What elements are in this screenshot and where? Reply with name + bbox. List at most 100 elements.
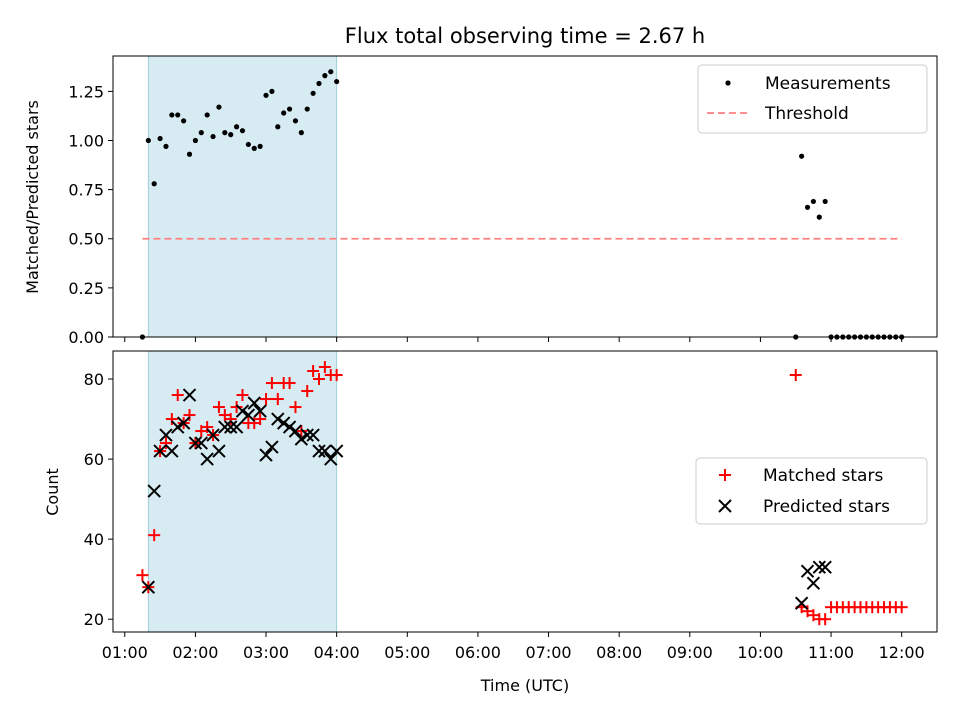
bottom-y-axis-label: Count bbox=[43, 468, 62, 516]
matched-star-point bbox=[224, 413, 237, 426]
measurement-point bbox=[822, 198, 828, 205]
predicted-star-point bbox=[194, 436, 208, 450]
predicted-star-point bbox=[253, 404, 267, 418]
x-axis-label: Time (UTC) bbox=[480, 676, 569, 695]
bottom-xtick-label: 05:00 bbox=[384, 643, 430, 662]
predicted-star-point bbox=[176, 416, 191, 430]
matched-star-point bbox=[165, 413, 178, 426]
measurement-point bbox=[181, 118, 187, 124]
top-y-axis-label: Matched/Predicted stars bbox=[23, 100, 42, 294]
measurement-point bbox=[228, 132, 234, 138]
predicted-star-point bbox=[271, 412, 285, 426]
top-ytick-label: 0.25 bbox=[68, 279, 104, 298]
measurement-point bbox=[316, 80, 322, 87]
predicted-star-point bbox=[188, 436, 203, 450]
predicted-star-point bbox=[812, 560, 826, 574]
bottom-xtick-label: 12:00 bbox=[879, 643, 925, 662]
measurement-point bbox=[192, 137, 198, 144]
measurement-point bbox=[234, 124, 240, 130]
predicted-star-point bbox=[212, 444, 226, 458]
top-ytick-label: 0.50 bbox=[68, 230, 104, 249]
bottom-legend-box bbox=[695, 457, 928, 525]
predicted-star-point bbox=[147, 484, 161, 498]
matched-star-point bbox=[265, 377, 278, 390]
measurement-point bbox=[263, 92, 269, 98]
top-legend-box bbox=[697, 64, 928, 134]
measurement-point bbox=[257, 143, 263, 149]
predicted-star-point bbox=[794, 596, 809, 610]
predicted-star-point bbox=[247, 396, 261, 410]
measurement-point bbox=[210, 133, 216, 140]
matched-star-point bbox=[301, 385, 314, 398]
predicted-star-point bbox=[241, 408, 256, 422]
measurement-point bbox=[163, 143, 169, 149]
measurement-point bbox=[799, 153, 805, 159]
predicted-star-point bbox=[200, 452, 214, 466]
count-points bbox=[136, 361, 908, 626]
predicted-star-point bbox=[282, 420, 297, 434]
top-panel: 0.00 0.25 0.50 0.75 1.00 1.25 Flux total obse… bbox=[23, 24, 938, 347]
bottom-xtick-label: 10:00 bbox=[737, 643, 783, 662]
top-observing-span bbox=[147, 55, 338, 338]
measurement-point bbox=[328, 69, 334, 75]
matched-star-point bbox=[271, 393, 284, 406]
measurement-point bbox=[275, 124, 281, 130]
measurement-point bbox=[298, 130, 304, 136]
measurement-point bbox=[151, 181, 157, 187]
measurement-point bbox=[322, 73, 328, 79]
bottom-axes-frame bbox=[112, 350, 938, 633]
predicted-star-point bbox=[312, 444, 326, 458]
bottom-legend: Matched stars Predicted stars bbox=[695, 457, 928, 525]
top-ytick-label: 0.00 bbox=[68, 328, 104, 347]
bottom-xtick-label: 06:00 bbox=[455, 643, 501, 662]
matched-star-point bbox=[230, 401, 243, 414]
matched-star-point bbox=[283, 377, 296, 390]
measurement-point bbox=[286, 106, 293, 112]
predicted-star-point bbox=[171, 420, 185, 434]
matched-star-point bbox=[313, 373, 325, 386]
bottom-y-ticks: 20 40 60 80 bbox=[84, 370, 113, 629]
matched-star-point bbox=[289, 401, 302, 414]
measurement-point bbox=[145, 137, 151, 144]
top-ytick-label: 1.25 bbox=[68, 82, 104, 101]
matched-star-point bbox=[295, 425, 308, 438]
matched-star-point bbox=[819, 613, 832, 626]
predicted-star-point bbox=[288, 424, 303, 438]
predicted-star-point bbox=[294, 432, 309, 446]
predicted-star-point bbox=[182, 388, 197, 402]
measurement-point bbox=[269, 88, 275, 94]
bottom-xtick-label: 09:00 bbox=[667, 643, 713, 662]
legend-predicted-marker bbox=[718, 499, 732, 513]
matched-star-point bbox=[318, 361, 331, 374]
measurement-point bbox=[245, 141, 251, 148]
bottom-xtick-label: 08:00 bbox=[596, 643, 642, 662]
predicted-star-point bbox=[218, 420, 232, 434]
measurement-point bbox=[281, 110, 287, 116]
predicted-star-point bbox=[324, 452, 338, 466]
matched-star-point bbox=[183, 409, 196, 422]
bottom-xtick-label: 04:00 bbox=[314, 643, 360, 662]
measurement-point bbox=[804, 204, 811, 210]
predicted-star-point bbox=[159, 428, 173, 442]
predicted-star-point bbox=[800, 564, 815, 578]
predicted-star-point bbox=[306, 428, 320, 442]
bottom-xtick-label: 03:00 bbox=[243, 643, 289, 662]
measurement-point bbox=[222, 130, 228, 136]
top-legend: Measurements Threshold bbox=[697, 64, 928, 134]
bottom-ytick-label: 20 bbox=[84, 610, 104, 629]
matched-star-point bbox=[330, 369, 343, 382]
bottom-ytick-label: 40 bbox=[84, 530, 104, 549]
measurement-point bbox=[304, 106, 310, 112]
bottom-xtick-label: 02:00 bbox=[172, 643, 218, 662]
matched-star-point bbox=[148, 529, 161, 542]
predicted-star-point bbox=[206, 428, 220, 442]
predicted-star-point bbox=[235, 404, 250, 418]
measurement-point bbox=[239, 128, 246, 134]
predicted-star-point bbox=[276, 416, 291, 430]
top-ytick-label: 0.75 bbox=[68, 181, 104, 200]
matched-star-point bbox=[895, 601, 908, 614]
measurement-point bbox=[816, 214, 822, 220]
legend-predicted-label: Predicted stars bbox=[763, 497, 890, 517]
matched-star-point bbox=[789, 369, 802, 382]
